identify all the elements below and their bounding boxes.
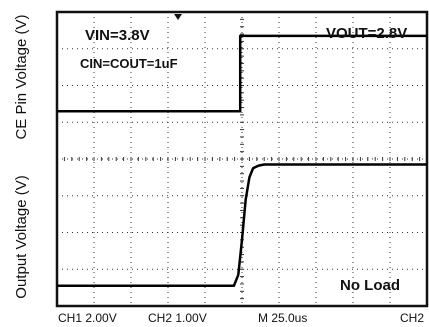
timebase-readout: M 25.0us [258, 311, 307, 325]
screen-frame [55, 10, 429, 308]
no-load-annotation: No Load [340, 277, 400, 294]
capacitance-annotation: CIN=COUT=1uF [80, 56, 178, 71]
ch2-trigger-source: CH2 [400, 311, 424, 325]
vin-annotation: VIN=3.8V [85, 27, 150, 44]
output-voltage-label: Output Voltage (V) [13, 175, 30, 298]
trigger-marker-icon [174, 14, 182, 20]
ce-pin-trace [57, 34, 427, 113]
ce-pin-voltage-label: CE Pin Voltage (V) [13, 14, 30, 139]
ch2-scale: CH2 1.00V [148, 311, 207, 325]
vout-annotation: VOUT=2.8V [326, 25, 407, 42]
ch1-scale: CH1 2.00V [58, 311, 117, 325]
output-voltage-trace [57, 163, 427, 288]
traces [57, 34, 427, 288]
